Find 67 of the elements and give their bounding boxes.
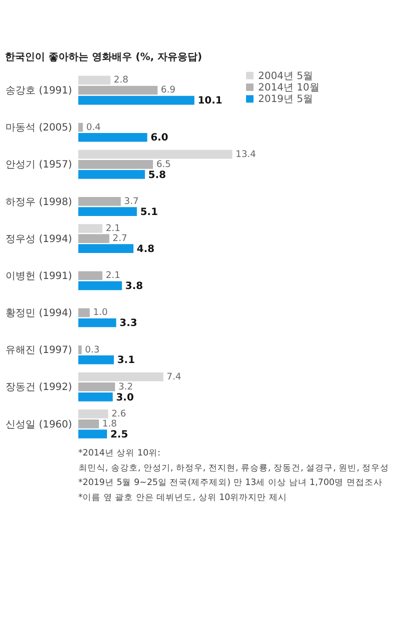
data-label: 13.4	[236, 150, 256, 160]
text: *2019년 5월 9~25일 전국(제주제외) 만 13세 이상 남녀 1,700명 면접조사	[78, 478, 382, 488]
bar	[78, 160, 153, 169]
text: *이름 옆 괄호 안은 데뷔년도, 상위 10위까지만 제시	[78, 493, 287, 504]
bar	[78, 96, 194, 105]
data-label: 5.1	[140, 206, 158, 218]
data-label: 2.1	[106, 271, 120, 282]
bar	[78, 122, 83, 132]
bar	[78, 355, 114, 364]
data-label: 2.5	[110, 429, 128, 440]
bar	[78, 197, 121, 206]
bar	[78, 132, 148, 142]
y-tick-label: 송강호 (1991)	[6, 86, 72, 97]
data-label: 2.6	[111, 409, 126, 420]
bar	[78, 244, 134, 254]
data-label: 3.2	[118, 382, 133, 392]
data-label: 1.0	[93, 308, 108, 318]
bar	[78, 234, 110, 243]
y-tick-label: 황정민 (1994)	[6, 308, 72, 320]
y-tick-label: 장동건 (1992)	[6, 382, 72, 394]
bar	[78, 271, 102, 280]
y-tick-label: 유해진 (1997)	[6, 345, 72, 356]
y-tick-label: 마동석 (2005)	[6, 122, 72, 134]
bar	[78, 76, 110, 85]
bar	[78, 308, 90, 318]
data-label: 3.0	[116, 392, 134, 404]
bar	[78, 372, 164, 382]
chart-title: 한국인이 좋아하는 영화배우 (%, 자유응답)	[5, 52, 202, 63]
data-label: 2.8	[114, 76, 129, 86]
data-label: 3.8	[125, 281, 144, 292]
data-label: 0.3	[85, 345, 100, 356]
data-label: 3.1	[117, 355, 135, 366]
bar	[78, 207, 137, 216]
data-label: 2.7	[112, 234, 128, 244]
data-label: 10.1	[198, 96, 222, 107]
data-label: 2.1	[106, 224, 120, 234]
bar	[78, 420, 99, 428]
data-label: 4.8	[136, 244, 155, 255]
y-tick-label: 정우성 (1994)	[6, 234, 72, 245]
legend-label: 2014년 10월	[258, 82, 320, 94]
bar	[78, 170, 145, 179]
bar	[78, 392, 113, 402]
data-label: 3.7	[124, 196, 139, 207]
legend-label: 2004년 5월	[258, 70, 314, 82]
text: *2014년 상위 10위:	[78, 448, 160, 458]
y-tick-label: 신성일 (1960)	[6, 419, 72, 430]
data-label: 6.5	[156, 160, 172, 170]
y-tick-label: 하정우 (1998)	[6, 196, 72, 208]
data-label: 7.4	[166, 372, 182, 382]
bar	[78, 410, 108, 418]
data-label: 1.8	[102, 419, 118, 430]
data-label: 5.8	[148, 170, 166, 181]
bar	[78, 224, 102, 233]
legend-label: 2019년 5월	[258, 94, 314, 106]
data-label: 0.4	[86, 122, 101, 133]
data-label: 6.0	[150, 132, 168, 144]
bar	[78, 382, 116, 392]
bar	[78, 150, 232, 159]
data-label: 6.9	[160, 86, 176, 96]
y-tick-label: 이병헌 (1991)	[6, 270, 72, 282]
bar	[78, 86, 158, 95]
bar	[78, 430, 108, 438]
data-label: 3.3	[120, 318, 138, 330]
bar	[78, 281, 122, 290]
y-tick-label: 안성기 (1957)	[6, 160, 72, 171]
bar	[78, 318, 116, 328]
text: 최민식, 송강호, 안성기, 하정우, 전지현, 류승룡, 장동건, 설경구, 원빈, 정우성	[78, 463, 390, 474]
